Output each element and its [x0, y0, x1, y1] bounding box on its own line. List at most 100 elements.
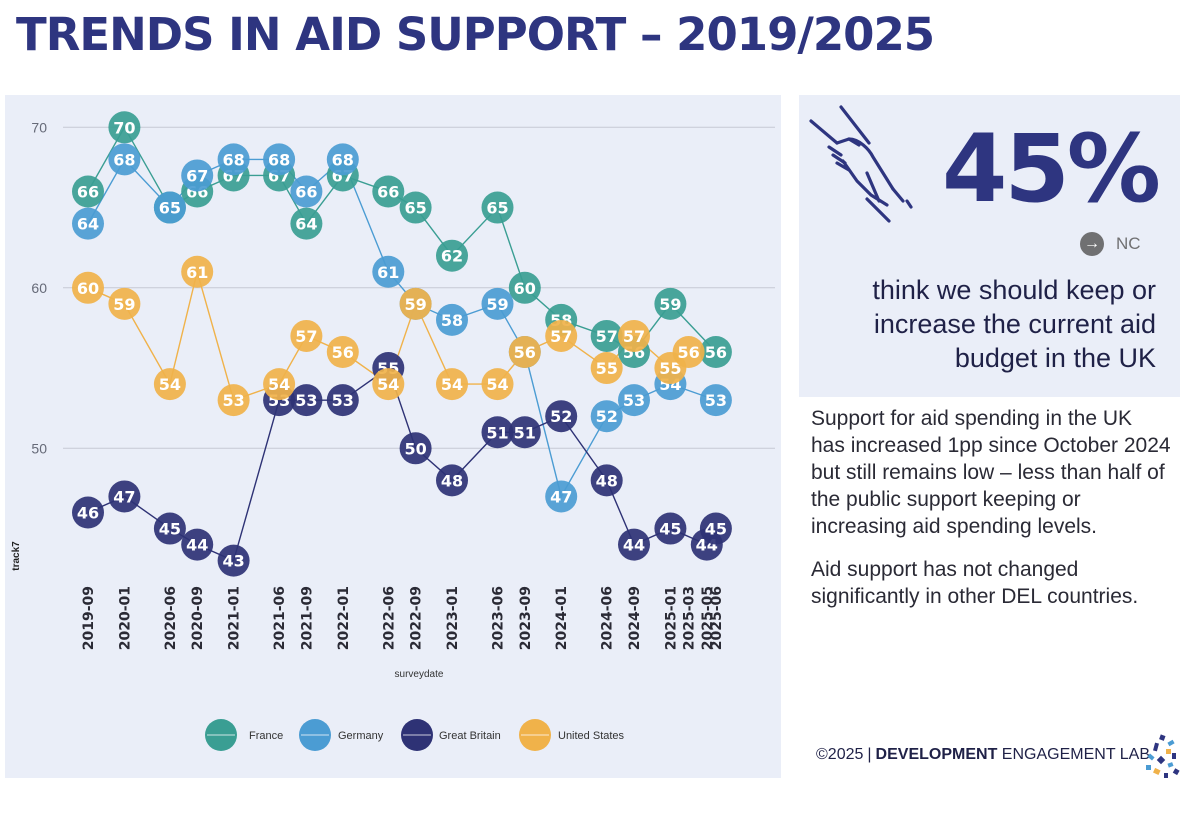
data-label: 54	[441, 375, 463, 394]
data-label: 45	[659, 520, 681, 539]
legend-label: Great Britain	[439, 730, 501, 742]
data-label: 52	[550, 407, 572, 426]
data-label: 60	[77, 279, 99, 298]
data-point	[654, 287, 687, 320]
data-point	[372, 255, 405, 288]
data-point	[153, 191, 186, 224]
x-tick-label: 2021-01	[227, 586, 243, 650]
data-label: 56	[705, 343, 727, 362]
series-points: 6670656667676467666562656058575659566468…	[72, 111, 732, 577]
data-label: 44	[186, 536, 208, 555]
data-label: 58	[441, 311, 463, 330]
data-point	[618, 319, 650, 352]
data-label: 68	[268, 150, 290, 169]
line-chart: 50 60 70 track7 2019-09 2020-01 2020-06 2020-09…	[11, 111, 775, 751]
change-label: NC	[1116, 234, 1141, 253]
x-tick-label: 2020-09	[190, 586, 206, 650]
data-label: 53	[295, 391, 317, 410]
data-label: 48	[441, 471, 463, 490]
brand-rest: ENGAGEMENT LAB	[1001, 746, 1150, 763]
data-point	[326, 384, 359, 417]
data-label: 64	[77, 215, 99, 234]
data-point	[436, 368, 468, 401]
data-point	[672, 336, 705, 368]
y-tick-label: 60	[31, 280, 47, 296]
series-line	[87, 125, 717, 353]
data-label: 59	[404, 295, 426, 314]
data-point	[699, 512, 732, 545]
legend-label: Germany	[338, 730, 384, 742]
data-label: 68	[113, 150, 135, 169]
data-label: 57	[623, 327, 645, 346]
footer-credit: ©2025 | DEVELOPMENT ENGAGEMENT LAB	[816, 746, 1150, 764]
data-point	[108, 480, 141, 513]
data-point	[590, 319, 623, 352]
grid-layer	[63, 126, 775, 449]
y-axis-label: track7	[11, 541, 22, 571]
data-label: 51	[486, 423, 508, 442]
x-tick-label: 2025-06	[709, 586, 725, 650]
data-label: 65	[159, 199, 181, 218]
data-label: 55	[659, 359, 681, 378]
data-label: 54	[377, 375, 399, 394]
data-point	[217, 384, 250, 417]
data-label: 61	[377, 263, 399, 282]
data-point	[72, 207, 104, 240]
data-label: 65	[404, 199, 426, 218]
x-tick-label: 2022-01	[336, 586, 352, 650]
data-point	[263, 368, 296, 401]
data-label: 59	[659, 295, 681, 314]
data-point	[399, 191, 432, 224]
data-label: 61	[186, 263, 208, 282]
data-point	[181, 159, 214, 192]
del-logo-icon	[1146, 734, 1180, 778]
data-point	[590, 352, 623, 385]
y-tick-label: 50	[31, 440, 47, 456]
data-label: 68	[332, 150, 354, 169]
x-tick-label: 2023-06	[491, 586, 507, 650]
data-label: 48	[596, 471, 618, 490]
data-point	[590, 464, 623, 497]
data-point	[654, 512, 687, 545]
data-point	[699, 336, 732, 368]
data-label: 70	[113, 118, 135, 137]
data-label: 57	[596, 327, 618, 346]
data-label: 46	[77, 504, 99, 523]
data-label: 56	[677, 343, 699, 362]
y-tick-label: 70	[31, 119, 47, 135]
page-title: TRENDS IN AID SUPPORT – 2019/2025	[16, 8, 935, 61]
data-point	[372, 368, 405, 401]
data-point	[372, 175, 405, 208]
data-point	[545, 480, 578, 513]
data-point	[263, 143, 296, 176]
x-tick-label: 2022-06	[381, 586, 397, 650]
data-label: 53	[623, 391, 645, 410]
data-point	[508, 416, 541, 449]
data-label: 54	[159, 375, 181, 394]
data-point	[72, 496, 104, 529]
data-point	[290, 319, 323, 352]
handshake-icon	[809, 105, 913, 223]
data-label: 56	[514, 343, 536, 362]
chart-panel: 50 60 70 track7 2019-09 2020-01 2020-06 2020-09…	[5, 95, 781, 778]
summary-paragraph: Support for aid spending in the UK has i…	[811, 407, 1171, 538]
data-point	[153, 368, 186, 401]
brand-bold: DEVELOPMENT	[875, 746, 998, 763]
x-tick-label: 2019-09	[81, 586, 97, 650]
data-point	[436, 464, 468, 497]
x-tick-label: 2024-01	[554, 586, 570, 650]
data-label: 57	[550, 327, 572, 346]
stat-value: 45%	[942, 115, 1161, 224]
arrow-right-icon: →	[1080, 232, 1104, 256]
data-point	[217, 143, 250, 176]
x-tick-label: 2024-09	[627, 586, 643, 650]
summary-text: Support for aid spending in the UK has i…	[811, 405, 1171, 626]
data-label: 57	[295, 327, 317, 346]
data-point	[436, 303, 468, 336]
stat-panel: 45% → NC think we should keep or increas…	[799, 95, 1180, 397]
x-axis-label: surveydate	[395, 669, 444, 680]
x-tick-label: 2022-09	[409, 586, 425, 650]
data-label: 59	[486, 295, 508, 314]
data-label: 44	[623, 536, 645, 555]
x-tick-label: 2024-06	[600, 586, 616, 650]
